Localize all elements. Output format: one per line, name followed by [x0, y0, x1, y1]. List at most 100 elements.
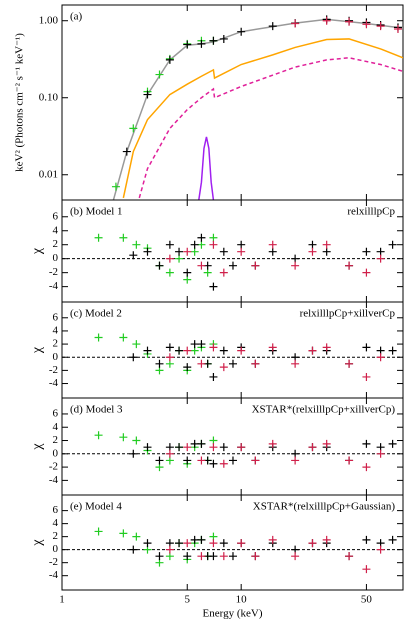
data-point: [268, 247, 277, 256]
data-point: [362, 439, 371, 448]
y-tick-label: 4: [53, 421, 59, 433]
data-point: [251, 456, 260, 465]
data-point: [268, 439, 277, 448]
data-point: [237, 247, 246, 256]
data-point: [228, 456, 237, 465]
panel-annotation: (c) Model 2: [70, 308, 122, 320]
data-point: [209, 282, 218, 291]
y-tick-label: 2: [53, 338, 59, 350]
data-point: [209, 343, 218, 352]
data-point: [219, 268, 228, 277]
data-point: [132, 340, 141, 349]
data-point: [291, 261, 300, 270]
data-point: [143, 90, 152, 99]
data-point: [291, 456, 300, 465]
data-point: [165, 353, 174, 362]
data-point: [291, 254, 300, 263]
data-point: [322, 535, 331, 544]
data-point: [209, 459, 218, 468]
data-point: [308, 346, 317, 355]
data-point: [362, 463, 371, 472]
data-point: [209, 36, 218, 45]
data-point: [197, 240, 206, 249]
model-label: relxilllpCp: [347, 206, 395, 218]
data-point: [129, 251, 138, 260]
data-point: [308, 539, 317, 548]
y-tick-label: 0.01: [39, 168, 58, 180]
data-point: [119, 233, 128, 242]
data-point: [251, 552, 260, 561]
y-tick-label: 4: [53, 517, 59, 529]
data-point: [190, 439, 199, 448]
data-point: [155, 456, 164, 465]
data-point: [190, 340, 199, 349]
data-point: [143, 539, 152, 548]
data-point: [175, 346, 184, 355]
data-point: [119, 433, 128, 442]
data-point: [165, 343, 174, 352]
data-point: [183, 346, 192, 355]
data-point: [362, 535, 371, 544]
panel-annotation: (b) Model 1: [70, 206, 123, 218]
y-tick-label: 6: [53, 407, 59, 419]
y-tick-label: -4: [49, 474, 59, 486]
data-point: [190, 535, 199, 544]
data-point: [197, 552, 206, 561]
data-point: [209, 552, 218, 561]
model-curve: [112, 18, 403, 200]
data-point: [209, 539, 218, 548]
data-point: [237, 539, 246, 548]
y-tick-label: 6: [53, 311, 59, 323]
data-point: [308, 247, 317, 256]
panel-annotation: (a): [70, 11, 83, 23]
data-point: [376, 545, 385, 554]
data-point: [190, 247, 199, 256]
data-point: [165, 268, 174, 277]
y-tick-label: -2: [49, 461, 58, 473]
data-point: [291, 552, 300, 561]
panel-annotation: (d) Model 3: [70, 404, 123, 416]
data-point: [219, 539, 228, 548]
data-point: [345, 552, 354, 561]
data-point: [183, 275, 192, 284]
data-point: [143, 247, 152, 256]
model-curve: [198, 136, 215, 200]
data-point: [322, 247, 331, 256]
x-tick-label: 1: [59, 594, 65, 606]
data-point: [376, 22, 385, 31]
data-point: [322, 240, 331, 249]
data-point: [183, 268, 192, 277]
data-point: [203, 268, 212, 277]
data-point: [129, 545, 138, 554]
data-point: [94, 527, 103, 536]
data-point: [291, 359, 300, 368]
data-point: [268, 343, 277, 352]
data-point: [219, 247, 228, 256]
data-point: [322, 343, 331, 352]
data-point: [362, 247, 371, 256]
data-point: [94, 431, 103, 440]
data-point: [197, 233, 206, 242]
data-point: [345, 17, 354, 26]
y-tick-label: 0: [53, 447, 59, 459]
data-point: [175, 254, 184, 263]
y-tick-label: 0.10: [39, 91, 59, 103]
data-point: [393, 25, 402, 34]
data-point: [165, 545, 174, 554]
data-point: [237, 346, 246, 355]
y-tick-label: 2: [53, 434, 59, 446]
data-point: [376, 247, 385, 256]
data-point: [362, 20, 371, 29]
data-point: [155, 261, 164, 270]
data-point: [111, 182, 120, 191]
data-point: [219, 443, 228, 452]
data-point: [219, 459, 228, 468]
data-point: [345, 359, 354, 368]
data-point: [197, 456, 206, 465]
data-point: [237, 443, 246, 452]
data-point: [175, 247, 184, 256]
y-tick-label: 6: [53, 210, 59, 222]
data-point: [183, 552, 192, 561]
data-point: [345, 261, 354, 270]
data-point: [165, 55, 174, 64]
